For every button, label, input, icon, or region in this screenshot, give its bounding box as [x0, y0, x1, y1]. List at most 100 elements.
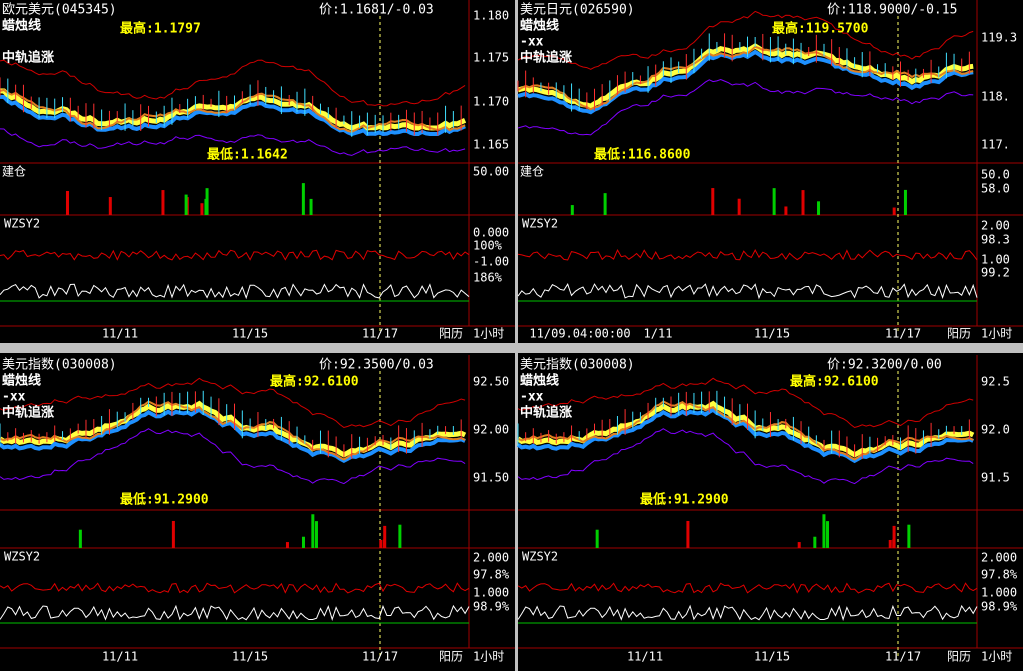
indicator-axis-label: 1.000 [473, 586, 509, 600]
indicator-line [517, 604, 978, 621]
indicator-axis-label: 100% [473, 239, 503, 253]
time-axis-label: 11/11 [102, 327, 138, 341]
volume-bar [892, 525, 896, 548]
volume-bar [595, 529, 599, 548]
volume-bar [314, 521, 318, 548]
volume-label: 建仓 [520, 165, 544, 179]
period-button[interactable]: 1小时 [981, 650, 1012, 664]
volume-bar [772, 188, 776, 215]
y-axis-label: 91.50 [473, 471, 509, 485]
volume-bar [826, 521, 830, 548]
volume-bar [888, 539, 892, 548]
panel-title: 美元指数(030008) [2, 358, 117, 373]
indicator-line [517, 283, 978, 300]
legend-item: -xx [2, 390, 26, 405]
volume-bar [797, 542, 801, 548]
volume-bar [204, 198, 208, 215]
indicator-axis-label: 99.2 [981, 266, 1010, 280]
y-axis-label: 92.0 [981, 423, 1010, 437]
price: 价:92.3200/0.00 [827, 358, 942, 373]
lower-band [0, 428, 466, 485]
ma-blue [516, 407, 975, 464]
indicator-line [517, 248, 978, 261]
legend-item: 中轨追涨 [520, 405, 572, 421]
scrollbar[interactable] [0, 343, 1023, 353]
indicator-line [0, 582, 470, 594]
ma-orange [517, 400, 974, 461]
volume-bar [301, 536, 305, 548]
indicator-axis-label: -1.00 [473, 255, 509, 269]
period-button[interactable]: 1小时 [473, 327, 504, 341]
legend-item: -xx [520, 390, 544, 405]
time-axis-label: 11/17 [885, 650, 921, 664]
indicator-axis-label: 98.3 [981, 233, 1010, 247]
ma-yellow [517, 43, 974, 109]
volume-bar [737, 198, 741, 215]
volume-bar [184, 194, 188, 215]
calendar-button[interactable]: 阳历 [947, 650, 971, 664]
volume-bar [813, 536, 817, 548]
ma-blue [517, 49, 974, 115]
period-button[interactable]: 1小时 [473, 650, 504, 664]
price: 价:92.3500/0.03 [319, 358, 434, 373]
price: 价:118.9000/-0.15 [827, 3, 957, 18]
volume-bar [822, 514, 826, 548]
indicator-axis-label: 98.9% [981, 600, 1018, 614]
indicator-label: WZSY2 [522, 550, 558, 564]
y-axis-label: 1.180 [473, 9, 509, 23]
y-axis-label: 92.50 [473, 375, 509, 389]
calendar-button[interactable]: 阳历 [439, 650, 463, 664]
time-axis-label: 11/17 [362, 327, 398, 341]
indicator-axis-label: 1.000 [981, 586, 1017, 600]
ma-yellow [0, 88, 467, 131]
volume-bar [711, 188, 715, 215]
legend-item: 蜡烛线 [2, 373, 41, 389]
y-axis-label: 1.175 [473, 51, 509, 65]
y-axis-label: 118. [981, 90, 1010, 104]
volume-bar [817, 201, 821, 215]
ma-yellow [0, 400, 467, 458]
volume-axis-label: 50.00 [473, 165, 509, 179]
ma-orange [0, 88, 466, 133]
y-axis-label: 119.3 [981, 31, 1017, 45]
ma-orange [0, 400, 466, 461]
high-label: 最高:92.6100 [790, 374, 879, 390]
volume-bar [301, 183, 305, 215]
high-label: 最高:119.5700 [772, 21, 869, 37]
ma-orange [517, 45, 974, 111]
period-button[interactable]: 1小时 [981, 327, 1012, 341]
legend-item: 中轨追涨 [520, 50, 572, 66]
indicator-axis-label: 186% [473, 271, 503, 285]
indicator-line [517, 582, 978, 594]
ma-yellow [516, 400, 975, 458]
low-label: 最低:91.2900 [120, 492, 209, 508]
legend-item: -xx [520, 35, 544, 50]
volume-bar [907, 524, 911, 548]
volume-bar [309, 198, 313, 215]
y-axis-label: 92.5 [981, 375, 1010, 389]
y-axis-label: 92.00 [473, 423, 509, 437]
time-axis-label: 11/15 [232, 327, 268, 341]
indicator-axis-label: 98.9% [473, 600, 510, 614]
time-axis-label: 11/17 [885, 327, 921, 341]
volume-bar [78, 529, 82, 548]
volume-bar [171, 520, 175, 548]
indicator-axis-label: 0.000 [473, 226, 509, 240]
volume-bar [65, 190, 69, 215]
y-axis-label: 1.165 [473, 138, 509, 152]
calendar-button[interactable]: 阳历 [439, 327, 463, 341]
calendar-button[interactable]: 阳历 [947, 327, 971, 341]
upper-band [517, 377, 974, 429]
time-axis-label: 11/17 [362, 650, 398, 664]
upper-band [517, 10, 974, 70]
time-axis-label: 11/11 [102, 650, 138, 664]
lower-band [517, 428, 974, 485]
low-label: 最低:116.8600 [594, 147, 691, 163]
volume-bar [801, 190, 805, 215]
legend-item: 蜡烛线 [520, 18, 559, 34]
